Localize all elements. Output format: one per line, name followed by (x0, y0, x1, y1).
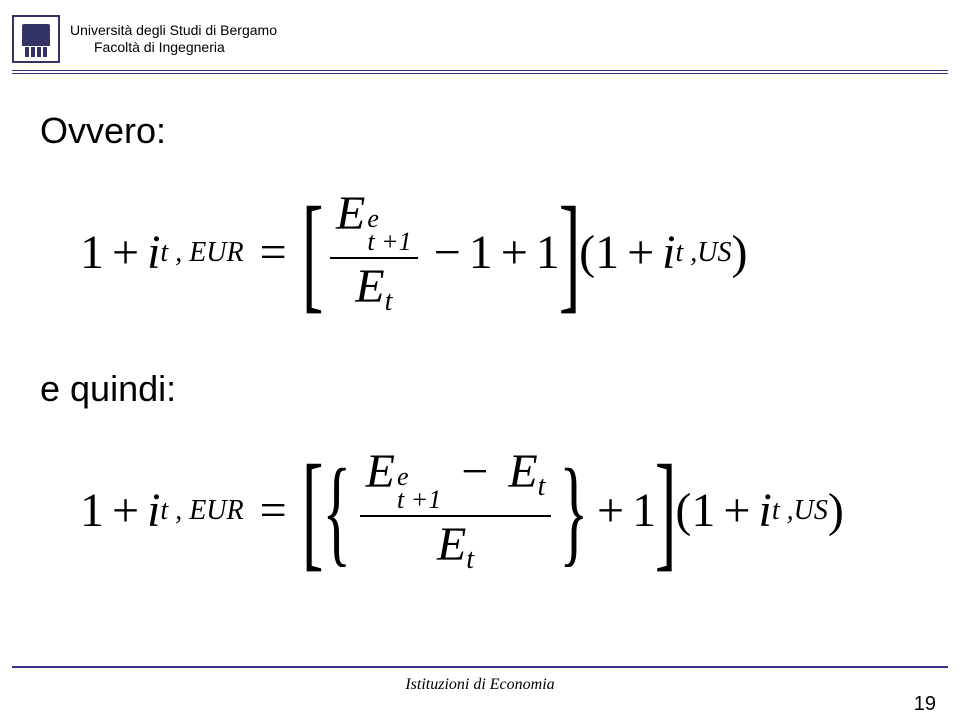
eq2-num-subsup: et +1 (397, 465, 441, 512)
eq2-num-E2: E (508, 445, 537, 498)
footer-title: Istituzioni di Economia (0, 676, 960, 694)
footer-rule (12, 666, 948, 668)
eq2-i-b: i (758, 487, 771, 535)
eq1-lparen: ( (579, 229, 595, 277)
eq2-num-E1: E (366, 445, 395, 498)
eq2-one-b: 1 (632, 487, 656, 535)
eq1-num-subsup: et +1 (367, 207, 411, 254)
eq2-den-sub: t (466, 544, 474, 575)
eq1-rparen: ) (731, 229, 747, 277)
page-number: 19 (914, 693, 936, 716)
eq2-sub-us: t ,US (772, 497, 828, 525)
faculty-name: Facoltà di Ingegneria (70, 39, 277, 57)
eq2-one: 1 (80, 487, 104, 535)
eq1-plus-b: + (501, 229, 528, 277)
header-rule (12, 70, 948, 74)
eq2-lbracket: [ (302, 446, 324, 576)
eq2-plus-b: + (597, 487, 624, 535)
eq1-one-c: 1 (536, 229, 560, 277)
eq2-plus-c: + (723, 487, 750, 535)
eq1-plus: + (112, 229, 139, 277)
eq1-num-E: E (336, 187, 365, 240)
eq1-minus: − (434, 229, 461, 277)
slide-header: Università degli Studi di Bergamo Facolt… (12, 12, 948, 66)
eq1-i-b: i (662, 229, 675, 277)
eq1-one: 1 (80, 229, 104, 277)
eq2-rbrace: } (560, 451, 589, 571)
eq1-fraction: Eet +1 Et (330, 190, 418, 317)
equation-1: 1 + i t , EUR = [ Eet +1 Et − 1 + 1 ] ( … (40, 188, 920, 318)
eq2-plus: + (112, 487, 139, 535)
eq1-den-sub: t (385, 286, 393, 317)
eq2-num-minus: − (461, 445, 488, 498)
university-name: Università degli Studi di Bergamo (70, 22, 277, 40)
university-logo (12, 15, 60, 63)
eq1-one-d: 1 (595, 229, 619, 277)
eq2-rparen: ) (828, 487, 844, 535)
header-text: Università degli Studi di Bergamo Facolt… (70, 22, 277, 57)
eq2-lbrace: { (322, 451, 351, 571)
eq2-i: i (147, 487, 160, 535)
eq1-rbracket: ] (559, 188, 581, 318)
equation-2: 1 + i t , EUR = [ { Eet +1 − Et Et } + 1… (40, 446, 920, 576)
label-equindi: e quindi: (40, 368, 920, 410)
slide-content: Ovvero: 1 + i t , EUR = [ Eet +1 Et − 1 … (40, 110, 920, 576)
eq2-num-sub: t (538, 471, 546, 502)
eq1-sub-eur: t , EUR (160, 239, 243, 267)
eq2-sub-eur: t , EUR (160, 497, 243, 525)
eq2-fraction: Eet +1 − Et Et (360, 448, 552, 575)
eq2-rbracket: ] (655, 446, 677, 576)
eq2-den-E: E (437, 518, 466, 571)
eq1-eq: = (260, 229, 287, 277)
eq2-lparen: ( (675, 487, 691, 535)
eq1-one-b: 1 (469, 229, 493, 277)
eq1-plus-c: + (627, 229, 654, 277)
eq2-one-c: 1 (691, 487, 715, 535)
eq2-eq: = (260, 487, 287, 535)
eq1-sub-us: t ,US (675, 239, 731, 267)
eq1-i: i (147, 229, 160, 277)
label-ovvero: Ovvero: (40, 110, 920, 152)
eq1-den-E: E (355, 260, 384, 313)
eq1-lbracket: [ (302, 188, 324, 318)
